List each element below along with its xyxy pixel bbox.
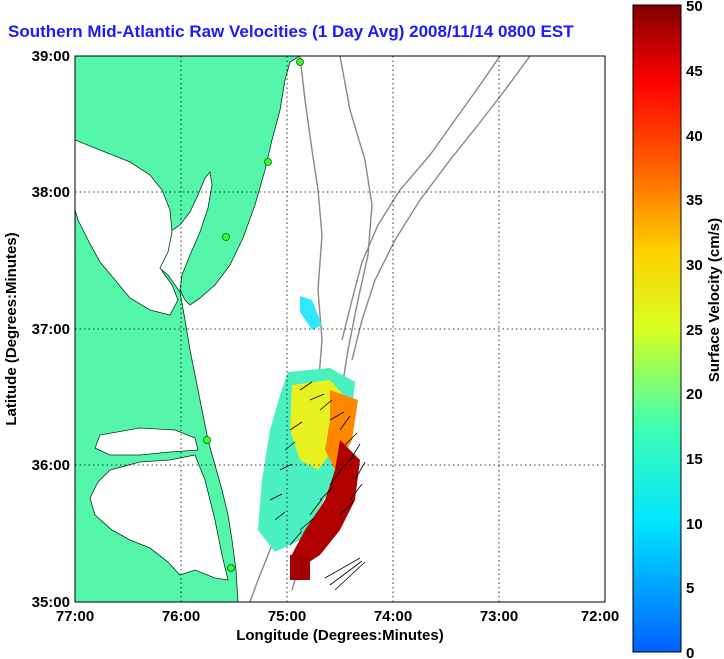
grid-lines <box>75 56 605 602</box>
y-axis-ticks: 39:00 38:00 37:00 36:00 35:00 <box>32 48 70 611</box>
colorbar-tick-label: 10 <box>686 516 703 533</box>
velocity-field <box>258 296 360 580</box>
x-tick-label: 75:00 <box>268 608 306 625</box>
bathymetry-contour-shelf-edge <box>351 56 531 361</box>
station-markers <box>203 58 304 572</box>
colorbar-tick-label: 35 <box>686 192 703 209</box>
bathymetry-contour-outer <box>341 56 501 341</box>
colorbar-tick-label: 15 <box>686 451 703 468</box>
y-tick-label: 37:00 <box>32 321 70 338</box>
colorbar-tick-label: 0 <box>686 645 694 659</box>
velocity-field-orange <box>325 390 358 470</box>
velocity-field-high <box>290 440 360 568</box>
velocity-field-core <box>290 555 310 580</box>
x-tick-label: 74:00 <box>374 608 412 625</box>
y-tick-label: 35:00 <box>32 594 70 611</box>
colorbar-tick-label: 40 <box>686 128 703 145</box>
colorbar-tick-label: 20 <box>686 386 703 403</box>
colorbar-ticks: 50 45 40 35 30 25 20 15 10 5 0 <box>686 0 703 659</box>
colorbar-tick-label: 45 <box>686 63 703 80</box>
map-frame <box>74 55 606 603</box>
x-tick-label: 72:00 <box>581 608 619 625</box>
chesapeake-bay <box>75 139 179 316</box>
velocity-vectors <box>269 381 366 591</box>
colorbar-label: Surface Velocity (cm/s) <box>706 218 723 382</box>
x-tick-label: 76:00 <box>162 608 200 625</box>
y-axis-label: Latitude (Degrees:Minutes) <box>3 232 20 425</box>
y-tick-label: 38:00 <box>32 184 70 201</box>
velocity-field-nearshore <box>300 296 322 330</box>
colorbar-tick-label: 30 <box>686 257 703 274</box>
x-axis-label: Longitude (Degrees:Minutes) <box>236 627 444 644</box>
pamlico-sound <box>89 454 229 581</box>
colorbar <box>632 4 682 653</box>
colorbar-tick-label: 50 <box>686 0 703 15</box>
x-axis-ticks: 77:00 76:00 75:00 74:00 73:00 72:00 <box>56 608 619 625</box>
map-title: Southern Mid-Atlantic Raw Velocities (1 … <box>8 22 574 41</box>
x-tick-label: 73:00 <box>480 608 518 625</box>
colorbar-tick-label: 5 <box>686 580 694 597</box>
colorbar-tick-label: 25 <box>686 322 703 339</box>
y-tick-label: 39:00 <box>32 48 70 65</box>
x-tick-label: 77:00 <box>56 608 94 625</box>
outlier-vectors <box>324 557 366 591</box>
albemarle-sound <box>94 427 199 456</box>
y-tick-label: 36:00 <box>32 457 70 474</box>
